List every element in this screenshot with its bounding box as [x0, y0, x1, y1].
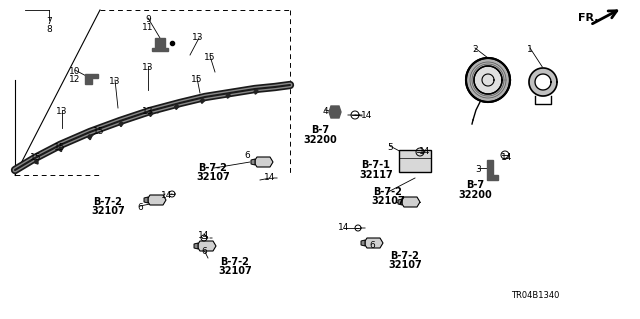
Text: 32200: 32200 — [303, 135, 337, 145]
Text: 6: 6 — [369, 241, 375, 250]
Polygon shape — [200, 99, 205, 103]
Polygon shape — [194, 243, 198, 249]
Text: 14: 14 — [362, 112, 372, 121]
Polygon shape — [487, 160, 498, 180]
Polygon shape — [198, 241, 216, 251]
Text: 13: 13 — [56, 108, 68, 116]
Text: 14: 14 — [501, 153, 513, 162]
Polygon shape — [255, 157, 273, 167]
Text: 32200: 32200 — [458, 190, 492, 200]
Text: 6: 6 — [244, 152, 250, 160]
Text: B-7-2: B-7-2 — [221, 257, 250, 267]
Text: 32117: 32117 — [359, 170, 393, 180]
Text: 14: 14 — [264, 174, 276, 182]
Text: 6: 6 — [201, 248, 207, 256]
Text: 15: 15 — [93, 128, 105, 137]
Circle shape — [474, 66, 502, 94]
Text: 14: 14 — [419, 147, 431, 157]
Text: 6: 6 — [137, 204, 143, 212]
Text: 32107: 32107 — [371, 196, 405, 206]
Circle shape — [535, 74, 551, 90]
Polygon shape — [251, 159, 255, 165]
Polygon shape — [59, 147, 62, 152]
Polygon shape — [148, 195, 166, 205]
Polygon shape — [227, 93, 230, 98]
Text: 15: 15 — [191, 76, 203, 85]
Text: 8: 8 — [46, 26, 52, 34]
Polygon shape — [88, 135, 92, 140]
Polygon shape — [361, 240, 365, 246]
Text: 12: 12 — [69, 76, 81, 85]
Text: 4: 4 — [322, 108, 328, 116]
Polygon shape — [329, 106, 341, 118]
Text: 7: 7 — [46, 18, 52, 26]
Polygon shape — [119, 122, 124, 127]
Polygon shape — [144, 197, 148, 203]
Text: 13: 13 — [142, 63, 154, 72]
Text: 32107: 32107 — [388, 260, 422, 270]
Text: 14: 14 — [161, 190, 173, 199]
Text: 32107: 32107 — [91, 206, 125, 216]
Text: 15: 15 — [204, 54, 216, 63]
Circle shape — [529, 68, 557, 96]
Text: 32107: 32107 — [196, 172, 230, 182]
Text: 2: 2 — [472, 46, 478, 55]
Text: 15: 15 — [30, 153, 42, 162]
Bar — [399, 150, 431, 172]
Text: 13: 13 — [142, 108, 154, 116]
Polygon shape — [148, 112, 153, 116]
Polygon shape — [175, 105, 179, 109]
Text: TR04B1340: TR04B1340 — [511, 291, 559, 300]
Text: FR.: FR. — [578, 13, 598, 23]
Text: B-7: B-7 — [466, 180, 484, 190]
Circle shape — [466, 58, 510, 102]
Text: 13: 13 — [192, 33, 204, 42]
Polygon shape — [35, 160, 38, 164]
Text: B-7: B-7 — [311, 125, 329, 135]
Polygon shape — [402, 197, 420, 207]
Text: 9: 9 — [145, 16, 151, 25]
Text: 3: 3 — [475, 166, 481, 174]
Text: 14: 14 — [198, 232, 210, 241]
Polygon shape — [254, 89, 259, 94]
Polygon shape — [85, 74, 98, 84]
Text: 11: 11 — [142, 24, 154, 33]
Text: 5: 5 — [387, 144, 393, 152]
Text: B-7-2: B-7-2 — [93, 197, 122, 207]
Text: B-7-2: B-7-2 — [374, 187, 403, 197]
Text: 15: 15 — [54, 144, 66, 152]
Polygon shape — [398, 199, 402, 205]
Text: 13: 13 — [109, 78, 121, 86]
Text: 14: 14 — [339, 224, 349, 233]
Text: B-7-2: B-7-2 — [390, 251, 419, 261]
Polygon shape — [152, 38, 168, 51]
Polygon shape — [365, 238, 383, 248]
Text: B-7-2: B-7-2 — [198, 163, 227, 173]
Text: 32107: 32107 — [218, 266, 252, 276]
Text: 10: 10 — [69, 68, 81, 77]
Text: B-7-1: B-7-1 — [362, 160, 390, 170]
Text: 1: 1 — [527, 46, 533, 55]
